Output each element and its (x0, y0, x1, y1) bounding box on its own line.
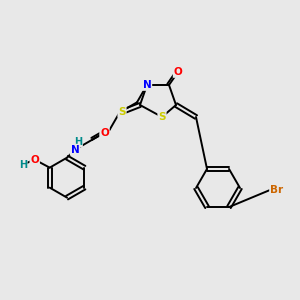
Text: H: H (19, 160, 27, 170)
Text: H: H (71, 145, 79, 154)
Text: N: N (142, 80, 152, 90)
Text: N: N (71, 145, 80, 154)
Text: O: O (100, 128, 109, 138)
Text: S: S (118, 107, 126, 117)
Text: H: H (74, 136, 82, 147)
Text: Br: Br (270, 185, 283, 195)
Text: S: S (158, 112, 166, 122)
Text: O: O (30, 154, 39, 165)
Text: O: O (174, 67, 182, 77)
